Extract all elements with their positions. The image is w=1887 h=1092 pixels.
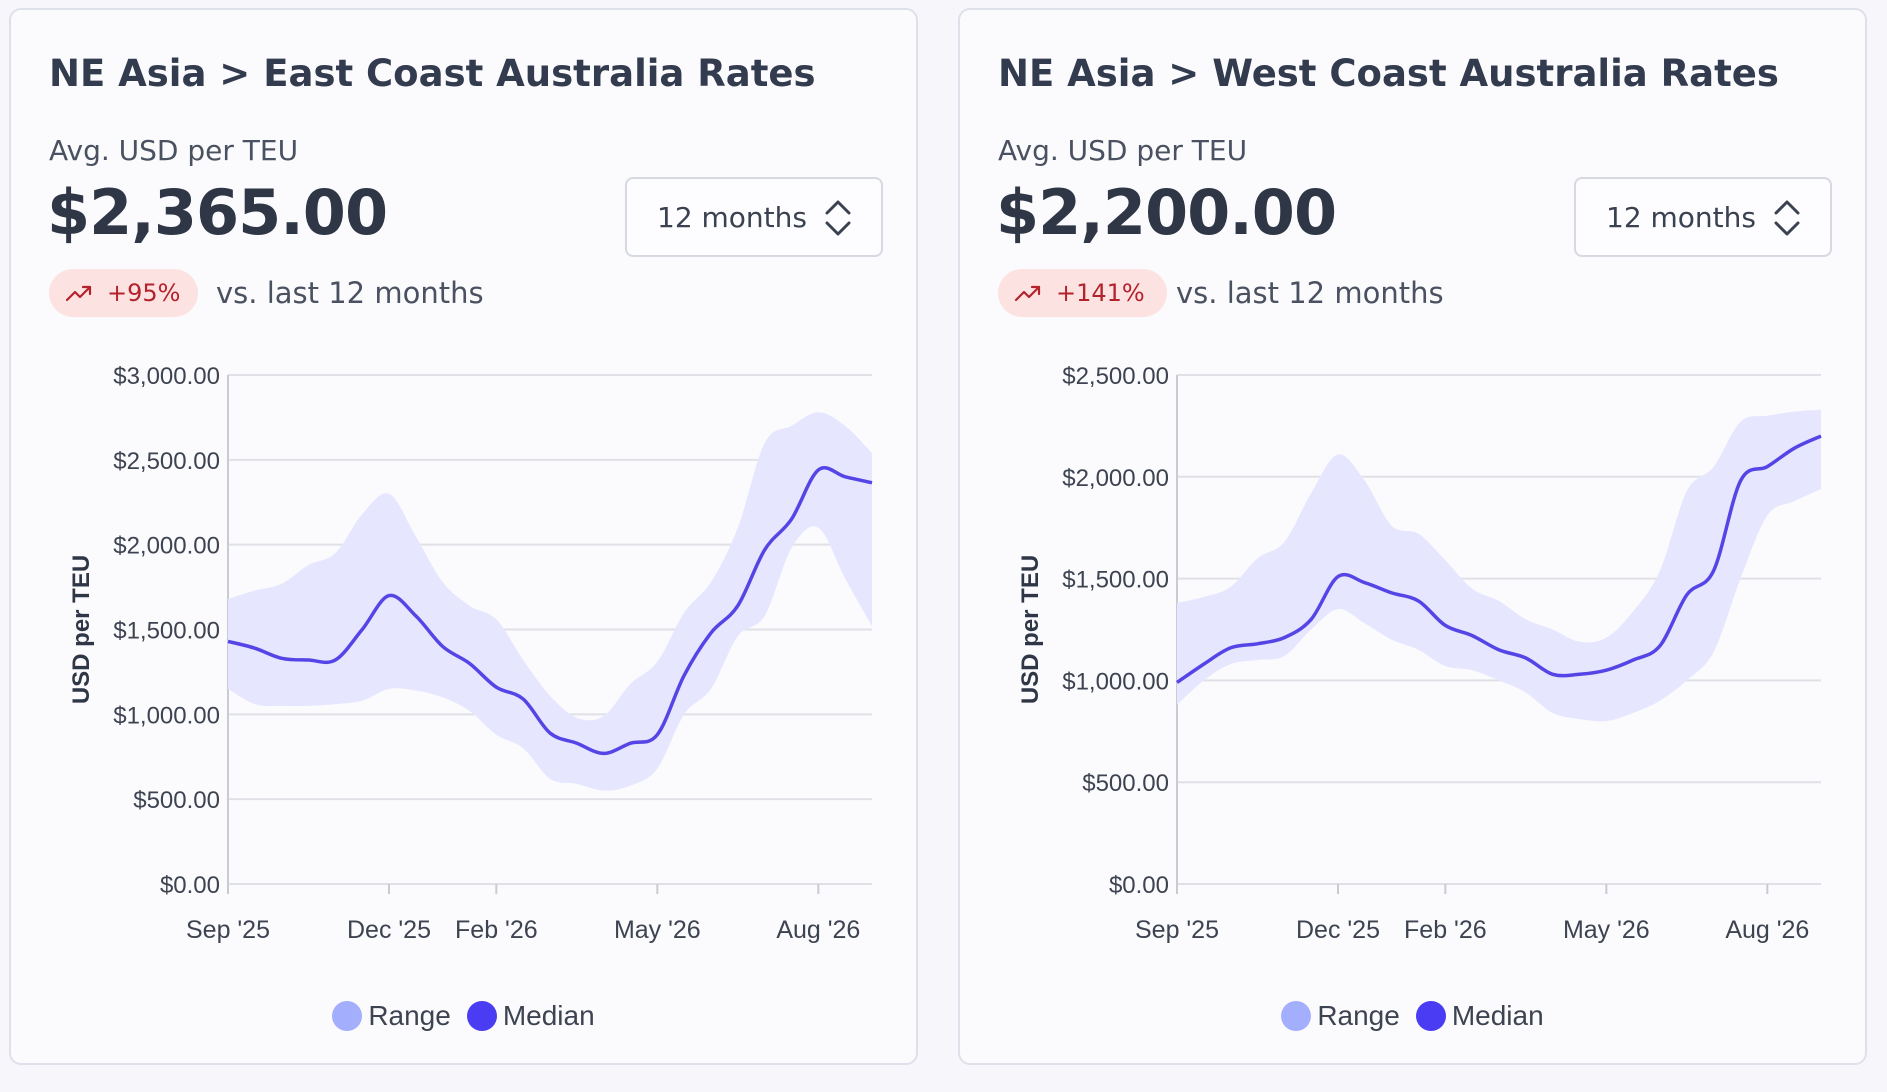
- y-tick-label: $3,000.00: [113, 363, 220, 390]
- x-tick-label: Aug '26: [776, 916, 860, 944]
- range-band: [228, 412, 872, 791]
- rates-chart: $0.00 $500.00 $1,000.00 $1,500.00 $2,000.00 $…: [1017, 363, 1822, 944]
- range-band: [1177, 409, 1821, 722]
- y-tick-label: $0.00: [1109, 872, 1169, 899]
- legend-label: Range: [1317, 1000, 1400, 1031]
- legend-item-range[interactable]: Range: [1281, 1000, 1400, 1032]
- change-percent: +95%: [107, 279, 181, 307]
- x-tick-label: Dec '25: [347, 916, 431, 944]
- x-tick-label: Sep '25: [186, 916, 270, 944]
- chart-legend: Range Median: [11, 1000, 916, 1032]
- average-rate-value: $2,200.00: [996, 176, 1337, 249]
- legend-swatch-range: [1281, 1001, 1312, 1031]
- legend-swatch-median: [466, 1001, 497, 1031]
- legend-item-range[interactable]: Range: [332, 1000, 451, 1032]
- legend-item-median[interactable]: Median: [1415, 1000, 1544, 1032]
- y-axis-title: USD per TEU: [1017, 555, 1044, 704]
- period-select[interactable]: 12 months: [1574, 177, 1832, 257]
- x-tick-label: Feb '26: [455, 916, 538, 944]
- y-tick-label: $2,500.00: [1062, 363, 1169, 390]
- y-tick-label: $2,500.00: [113, 448, 220, 475]
- y-tick-label: $1,500.00: [1062, 567, 1169, 594]
- x-tick-label: Feb '26: [1404, 916, 1487, 944]
- median-line: [227, 466, 873, 756]
- x-tick-label: May '26: [614, 916, 701, 944]
- chevron-up-down-icon: [825, 200, 851, 236]
- x-tick-label: Aug '26: [1725, 916, 1809, 944]
- change-comparison-label: vs. last 12 months: [216, 276, 484, 310]
- avg-label: Avg. USD per TEU: [998, 134, 1248, 167]
- y-tick-label: $1,000.00: [1062, 668, 1169, 695]
- change-comparison-label: vs. last 12 months: [1176, 276, 1444, 310]
- x-tick-label: Dec '25: [1296, 916, 1380, 944]
- y-axis-title: USD per TEU: [68, 555, 95, 704]
- legend-swatch-median: [1415, 1001, 1446, 1031]
- period-select-label: 12 months: [1606, 200, 1756, 234]
- card-title: NE Asia > West Coast Australia Rates: [998, 52, 1779, 95]
- rate-card-east-coast: NE Asia > East Coast Australia Rates Avg…: [9, 8, 918, 1065]
- x-tick-label: May '26: [1563, 916, 1650, 944]
- trend-up-icon: [1014, 285, 1041, 302]
- y-tick-label: $500.00: [1082, 770, 1169, 797]
- change-percent: +141%: [1056, 279, 1145, 307]
- chart-legend: Range Median: [960, 1000, 1865, 1032]
- period-select-label: 12 months: [657, 200, 807, 234]
- y-tick-label: $1,500.00: [113, 618, 220, 645]
- card-title: NE Asia > East Coast Australia Rates: [49, 52, 816, 95]
- trend-up-icon: [65, 285, 92, 302]
- legend-label: Median: [502, 1000, 595, 1031]
- median-line: [1176, 434, 1822, 684]
- change-badge: +95%: [49, 269, 199, 317]
- legend-label: Median: [1451, 1000, 1544, 1031]
- average-rate-value: $2,365.00: [47, 176, 388, 249]
- y-tick-label: $2,000.00: [1062, 465, 1169, 492]
- period-select[interactable]: 12 months: [625, 177, 883, 257]
- legend-label: Range: [368, 1000, 451, 1031]
- rates-chart: $0.00 $500.00 $1,000.00 $1,500.00 $2,000.00 $…: [68, 363, 873, 944]
- change-badge: +141%: [998, 269, 1167, 317]
- avg-label: Avg. USD per TEU: [49, 134, 299, 167]
- legend-swatch-range: [332, 1001, 363, 1031]
- chevron-up-down-icon: [1774, 200, 1800, 236]
- y-tick-label: $1,000.00: [113, 702, 220, 729]
- rate-card-west-coast: NE Asia > West Coast Australia Rates Avg…: [958, 8, 1867, 1065]
- y-tick-label: $2,000.00: [113, 533, 220, 560]
- y-tick-label: $0.00: [160, 872, 220, 899]
- x-tick-label: Sep '25: [1135, 916, 1219, 944]
- legend-item-median[interactable]: Median: [466, 1000, 595, 1032]
- y-tick-label: $500.00: [133, 787, 220, 814]
